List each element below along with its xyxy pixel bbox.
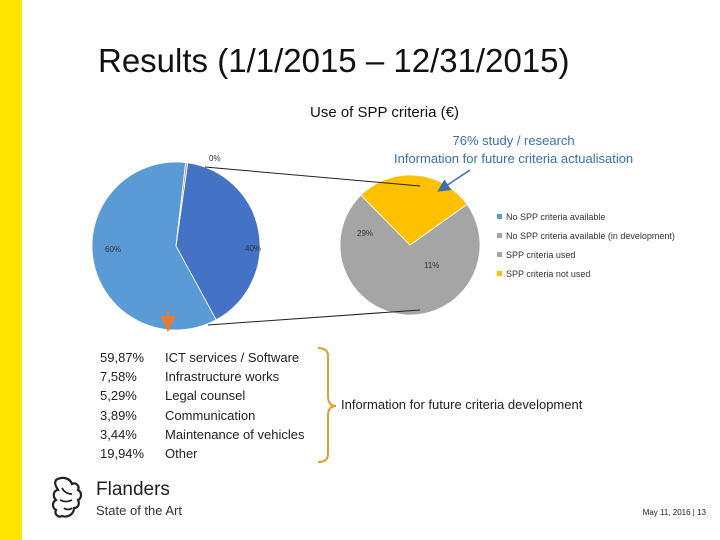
chart-legend: No SPP criteria available No SPP criteri…: [497, 207, 675, 283]
breakdown-label: Legal counsel: [165, 388, 246, 404]
breakdown-row: 19,94% Other: [100, 444, 304, 463]
future-criteria-note: Information for future criteria developm…: [341, 397, 583, 412]
annotation-line-2: Information for future criteria actualis…: [394, 151, 634, 166]
breakdown-row: 3,89% Communication: [100, 406, 304, 425]
breakdown-label: Other: [165, 446, 198, 462]
legend-swatch: [497, 271, 502, 276]
main-pie-slice-2: [175, 162, 189, 247]
legend-item: No SPP criteria available: [497, 207, 675, 226]
main-slice-label-40: 40%: [245, 244, 261, 253]
annotation-arrow: [437, 169, 471, 192]
logo-name: Flanders: [96, 479, 170, 500]
breakdown-label: ICT services / Software: [165, 350, 300, 365]
legend-swatch: [497, 214, 502, 219]
legend-swatch: [497, 233, 502, 238]
sub-pie-slice-0: [339, 194, 481, 316]
connector-line-bottom: [207, 309, 421, 326]
legend-item: No SPP criteria available (in developmen…: [497, 226, 675, 245]
sub-pie: [339, 174, 481, 316]
breakdown-row: 3,44% Maintenance of vehicles: [100, 425, 304, 444]
logo-tagline: State of the Art: [96, 503, 182, 518]
footer-date-page: May 11, 2016 | 13: [642, 508, 706, 517]
breakdown-percent: 3,89%: [100, 407, 137, 423]
breakdown-percent: 5,29%: [100, 388, 137, 404]
breakdown-percent: 59,87%: [100, 350, 145, 365]
sub-slice-label-11: 11%: [424, 261, 439, 270]
breakdown-row: 59,87% ICT services / Software: [100, 348, 304, 367]
main-pie: [91, 161, 261, 331]
legend-item: SPP criteria used: [497, 245, 675, 264]
legend-label: SPP criteria used: [506, 249, 576, 260]
main-slice-label-60: 60%: [105, 245, 121, 254]
breakdown-percent: 19,94%: [100, 446, 145, 462]
annotation-line-1: 76% study / research: [452, 133, 575, 148]
main-slice-label-0: 0%: [209, 154, 221, 163]
breakdown-label: Infrastructure works: [165, 369, 280, 385]
sub-pie-slice-1: [360, 174, 468, 246]
slide-title: Results (1/1/2015 – 12/31/2015): [98, 42, 570, 79]
legend-item: SPP criteria not used: [497, 264, 675, 283]
breakdown-label: Communication: [165, 407, 256, 423]
connector-line-top: [204, 166, 421, 187]
breakdown-percent: 3,44%: [100, 426, 137, 442]
main-pie-slice-0: [175, 162, 261, 321]
breakdown-label: Maintenance of vehicles: [165, 426, 305, 442]
legend-label: No SPP criteria available: [506, 211, 606, 222]
legend-label: SPP criteria not used: [506, 268, 591, 279]
spending-breakdown-list: 59,87% ICT services / Software 7,58% Inf…: [100, 348, 304, 463]
flanders-lion-icon: [51, 476, 83, 518]
sub-slice-label-29: 29%: [357, 229, 373, 238]
legend-swatch: [497, 252, 502, 257]
accent-bar: [0, 0, 22, 540]
breakdown-row: 5,29% Legal counsel: [100, 386, 304, 405]
annotation-text: 76% study / research Information for fut…: [394, 132, 633, 168]
breakdown-row: 7,58% Infrastructure works: [100, 367, 304, 386]
breakdown-percent: 7,58%: [100, 369, 137, 385]
chart-title: Use of SPP criteria (€): [310, 104, 459, 121]
brace-right: [317, 347, 337, 463]
legend-label: No SPP criteria available (in developmen…: [506, 230, 675, 241]
